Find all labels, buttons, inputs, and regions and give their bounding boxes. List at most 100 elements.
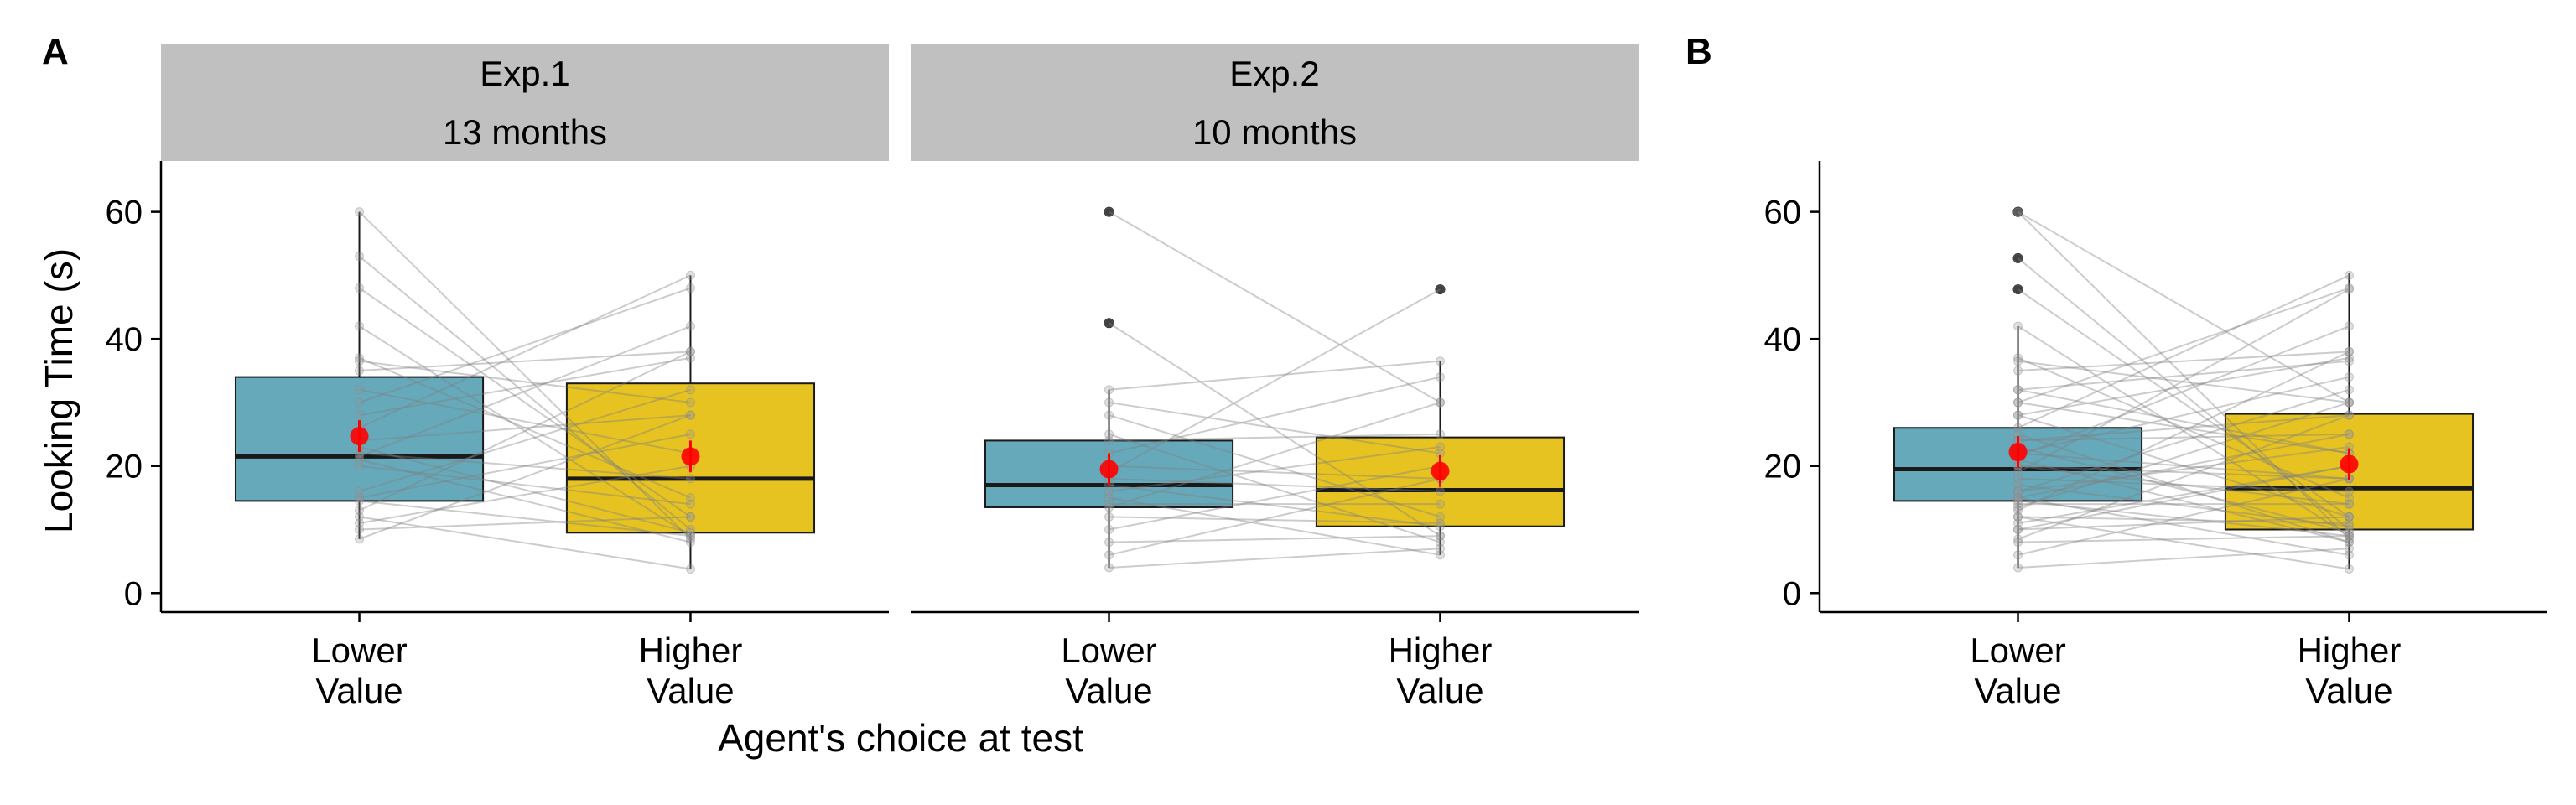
subject-point (1104, 397, 1114, 408)
pair-line (1109, 288, 1441, 474)
outlier-point (1435, 284, 1446, 295)
subject-point (1435, 442, 1445, 452)
subject-point (355, 524, 365, 534)
pair-line (1109, 414, 1441, 518)
subject-point (355, 385, 365, 395)
y-tick-label: 20 (106, 449, 143, 486)
pair-line (359, 325, 691, 458)
subject-point (1104, 502, 1114, 512)
subject-point (685, 346, 695, 356)
pair-line (2018, 274, 2350, 429)
subject-point (1435, 518, 1445, 528)
subject-point (355, 353, 365, 363)
subject-point (685, 531, 695, 541)
outlier-point (1104, 318, 1114, 329)
subject-point (355, 454, 365, 465)
x-tick-label-line: Higher (639, 631, 743, 670)
pair-line (359, 452, 691, 480)
subject-point (2013, 366, 2023, 376)
subject-point (1435, 499, 1445, 509)
pair-line (359, 500, 691, 538)
subject-point (2344, 564, 2354, 574)
panel-label-a: A (42, 31, 69, 72)
subject-point (355, 252, 365, 262)
x-tick-label-line: Higher (2298, 631, 2402, 670)
pair-line (2018, 477, 2350, 493)
pair-line (2018, 433, 2350, 442)
subject-point (2344, 429, 2354, 439)
subject-point (355, 321, 365, 331)
subject-point (685, 283, 695, 293)
pair-line (1109, 401, 1441, 454)
pair-line (2018, 351, 2350, 512)
x-tick-label: Higher Value (1389, 631, 1493, 710)
facet-strip-bg (161, 44, 889, 161)
subject-point (2013, 356, 2023, 366)
subject-point (1104, 524, 1114, 534)
y-tick-label: 40 (106, 321, 143, 358)
x-tick-label-line: Value (1065, 671, 1152, 710)
subject-point (1435, 550, 1445, 560)
subject-point (1435, 397, 1445, 408)
pair-line (2018, 548, 2350, 569)
pair-line (1108, 322, 1441, 537)
pair-line (358, 255, 692, 531)
subject-point (2013, 524, 2023, 534)
pair-line (359, 433, 691, 499)
subject-point (2344, 346, 2354, 356)
pair-line (2018, 210, 2350, 403)
subject-point (685, 524, 695, 534)
subject-point (685, 353, 695, 363)
pair-line (359, 356, 691, 499)
subject-point (2013, 284, 2023, 294)
pair-line (2018, 376, 2350, 454)
x-tick-label: Lower Value (1061, 631, 1156, 710)
subject-point (2013, 253, 2023, 263)
x-tick-label-line: Value (315, 671, 402, 710)
mean-point (1431, 461, 1450, 480)
subject-point (2013, 512, 2023, 522)
x-tick-label-line: Value (647, 671, 734, 710)
facet-strip-label: 13 months (443, 112, 607, 152)
subject-point (2013, 512, 2023, 522)
y-tick-label: 0 (1783, 575, 1801, 612)
pair-line (358, 325, 692, 537)
subject-point (2344, 522, 2354, 532)
subject-point (2344, 372, 2354, 382)
subject-point (2344, 499, 2354, 509)
pair-line (1109, 433, 1441, 543)
subject-point (1104, 435, 1114, 445)
x-tick-label-line: Value (1974, 671, 2061, 710)
pair-line (2018, 465, 2350, 480)
x-tick-label-line: Value (2305, 671, 2392, 710)
subject-point (2344, 284, 2354, 294)
subject-point (355, 461, 365, 471)
pair-line (1109, 465, 1441, 531)
pair-line (2018, 465, 2350, 531)
pair-line (2018, 414, 2350, 540)
subject-point (2013, 486, 2023, 496)
x-tick-label-line: Lower (311, 631, 407, 670)
subject-point (1435, 397, 1445, 408)
pair-line (359, 465, 691, 506)
y-tick-label: 60 (1764, 195, 1802, 231)
subject-point (2013, 385, 2023, 395)
mean-point (2008, 443, 2028, 462)
pair-line (359, 459, 691, 543)
pair-line (2018, 477, 2350, 556)
mean-point (1099, 460, 1119, 479)
pair-line (2018, 516, 2350, 524)
subject-point (2344, 486, 2354, 496)
subject-point (2344, 531, 2354, 541)
subject-point (2013, 385, 2023, 395)
pair-line (1109, 401, 1441, 508)
pair-line (2017, 325, 2350, 537)
subject-point (2013, 207, 2023, 217)
subject-point (2013, 474, 2023, 484)
pair-line (359, 414, 691, 442)
pair-line (2018, 288, 2350, 474)
pair-line (2017, 288, 2350, 518)
subject-point (2013, 506, 2023, 516)
